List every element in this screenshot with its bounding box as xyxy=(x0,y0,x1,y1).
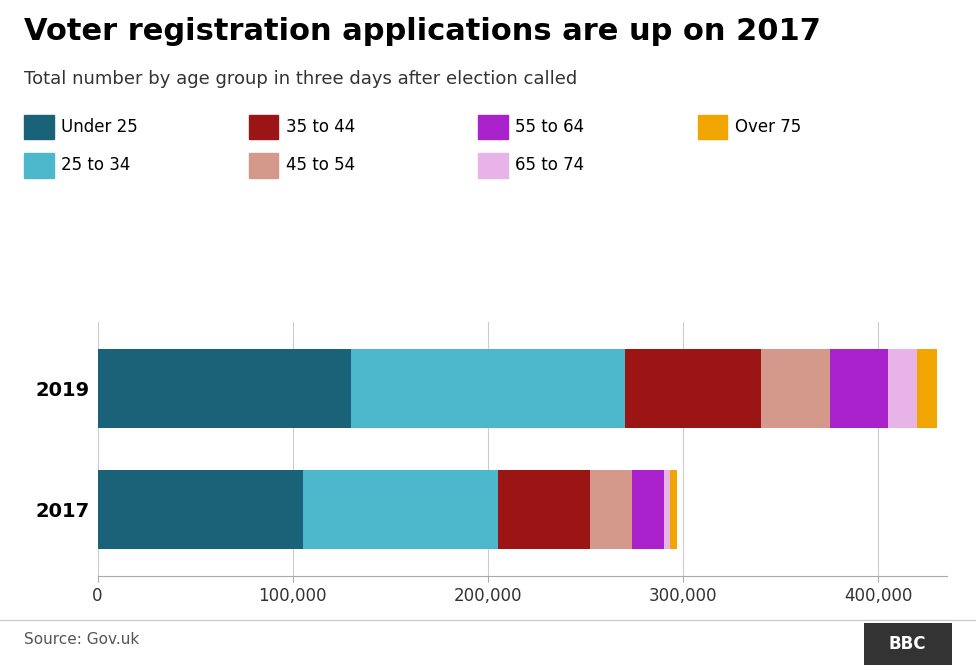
Text: Voter registration applications are up on 2017: Voter registration applications are up o… xyxy=(24,17,821,46)
Bar xyxy=(664,470,670,549)
Text: Over 75: Over 75 xyxy=(735,119,801,136)
Text: 55 to 64: 55 to 64 xyxy=(515,119,585,136)
Bar xyxy=(830,349,888,427)
Bar xyxy=(761,349,830,427)
Bar xyxy=(98,470,303,549)
Text: 45 to 54: 45 to 54 xyxy=(286,157,355,174)
Bar xyxy=(98,349,351,427)
Text: Under 25: Under 25 xyxy=(61,119,139,136)
Bar xyxy=(625,349,761,427)
Bar xyxy=(632,470,664,549)
Bar xyxy=(888,349,917,427)
Text: 35 to 44: 35 to 44 xyxy=(286,119,355,136)
Text: BBC: BBC xyxy=(889,635,926,653)
Text: Source: Gov.uk: Source: Gov.uk xyxy=(24,632,140,647)
Bar xyxy=(498,470,590,549)
Text: 25 to 34: 25 to 34 xyxy=(61,157,131,174)
Bar xyxy=(303,470,498,549)
Bar xyxy=(670,470,677,549)
Text: 65 to 74: 65 to 74 xyxy=(515,157,585,174)
Text: Total number by age group in three days after election called: Total number by age group in three days … xyxy=(24,70,578,88)
Bar xyxy=(917,349,937,427)
Bar xyxy=(351,349,625,427)
Bar xyxy=(590,470,632,549)
